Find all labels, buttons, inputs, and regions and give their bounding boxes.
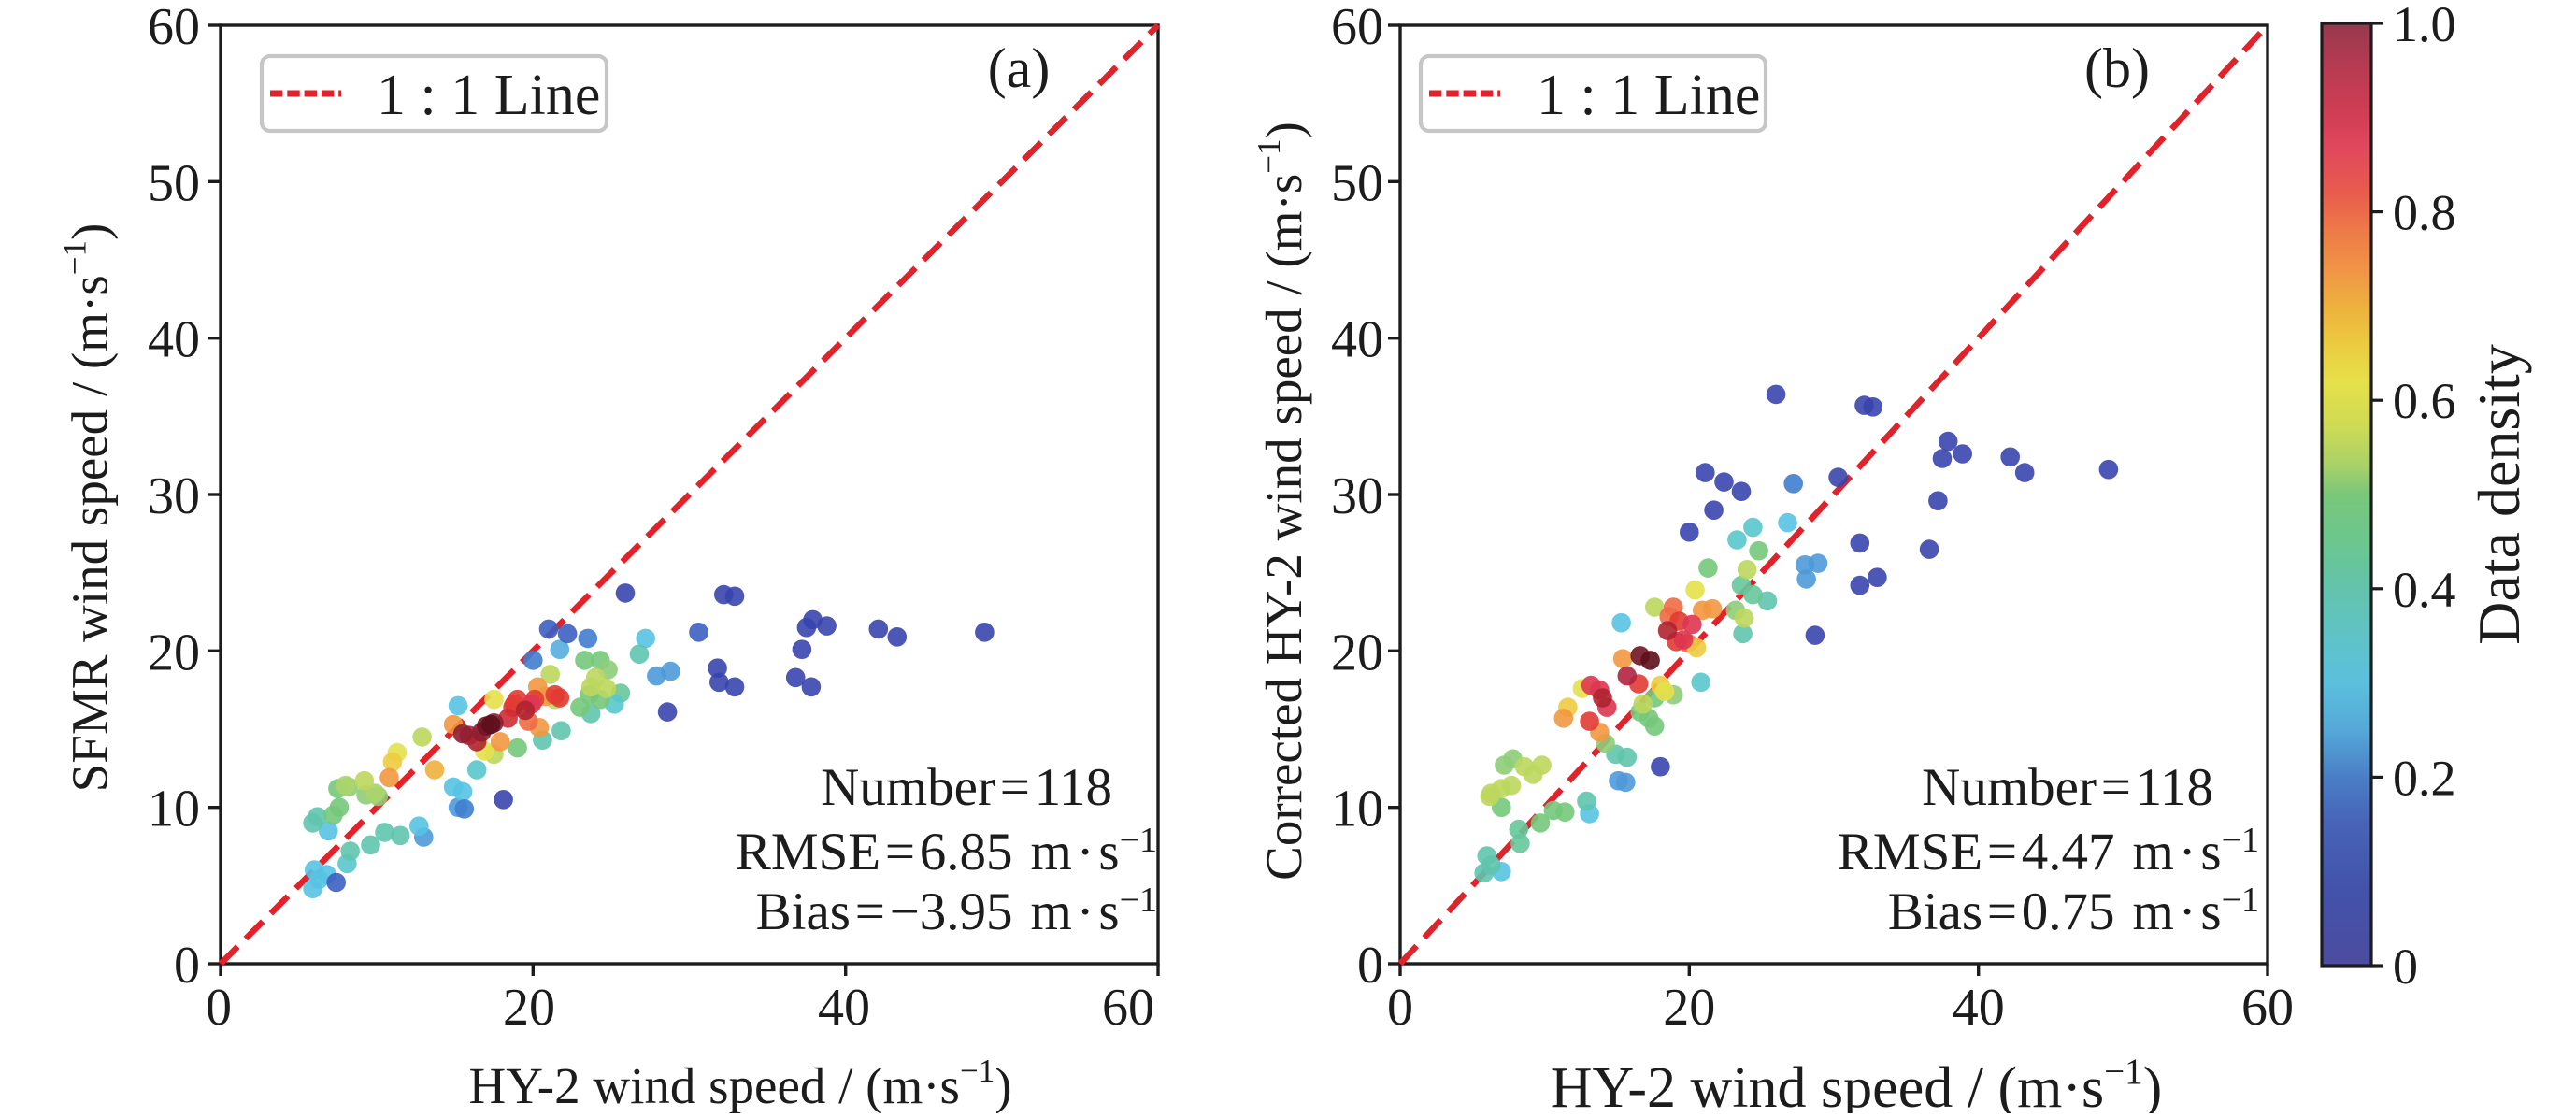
- svg-text:50: 50: [148, 154, 200, 212]
- svg-text:(a): (a): [988, 37, 1051, 99]
- svg-text:Number = 118: Number = 118: [821, 758, 1112, 817]
- svg-text:1.0: 1.0: [2393, 0, 2456, 52]
- svg-text:20: 20: [148, 624, 200, 681]
- svg-text:40: 40: [1331, 311, 1383, 369]
- svg-text:RMSE = 6.85 m · s−1: RMSE = 6.85 m · s−1: [736, 821, 1157, 882]
- svg-text:Bias = −3.95 m · s−1: Bias = −3.95 m · s−1: [756, 881, 1157, 941]
- svg-text:Corrected HY-2 wind speed / (m: Corrected HY-2 wind speed / (m·s−1): [1251, 122, 1312, 881]
- svg-text:60: 60: [2241, 979, 2294, 1037]
- svg-text:30: 30: [148, 467, 200, 525]
- svg-text:20: 20: [503, 979, 555, 1037]
- svg-text:1 : 1 Line: 1 : 1 Line: [377, 64, 600, 127]
- svg-text:60: 60: [1102, 979, 1154, 1037]
- svg-text:0: 0: [206, 979, 232, 1037]
- svg-text:Number = 118: Number = 118: [1922, 758, 2213, 817]
- svg-text:Data density: Data density: [2466, 344, 2532, 645]
- svg-text:0: 0: [1357, 937, 1383, 995]
- svg-text:0: 0: [1387, 979, 1413, 1037]
- svg-text:HY-2 wind speed / (m·s−1): HY-2 wind speed / (m·s−1): [468, 1053, 1011, 1113]
- svg-text:HY-2 wind speed / (m·s−1): HY-2 wind speed / (m·s−1): [1551, 1052, 2163, 1113]
- svg-text:60: 60: [148, 0, 200, 56]
- svg-text:SFMR wind speed / (m·s−1): SFMR wind speed / (m·s−1): [57, 223, 119, 793]
- svg-text:10: 10: [1331, 781, 1383, 838]
- svg-text:0.6: 0.6: [2393, 373, 2456, 429]
- svg-text:0.2: 0.2: [2393, 750, 2456, 806]
- svg-text:1 : 1 Line: 1 : 1 Line: [1537, 64, 1760, 127]
- svg-text:0: 0: [2393, 939, 2418, 995]
- svg-text:10: 10: [148, 781, 200, 838]
- svg-text:0.8: 0.8: [2393, 185, 2456, 241]
- svg-text:0: 0: [174, 937, 200, 995]
- svg-text:40: 40: [818, 979, 870, 1037]
- svg-text:50: 50: [1331, 154, 1383, 212]
- svg-text:60: 60: [1331, 0, 1383, 56]
- svg-text:40: 40: [1953, 979, 2005, 1037]
- svg-text:20: 20: [1331, 624, 1383, 681]
- svg-text:30: 30: [1331, 467, 1383, 525]
- svg-text:Bias = 0.75 m · s−1: Bias = 0.75 m · s−1: [1888, 881, 2259, 941]
- svg-text:(b): (b): [2084, 37, 2150, 99]
- svg-text:0.4: 0.4: [2393, 562, 2456, 618]
- svg-text:RMSE = 4.47 m · s−1: RMSE = 4.47 m · s−1: [1838, 821, 2259, 882]
- svg-text:20: 20: [1663, 979, 1715, 1037]
- svg-text:40: 40: [148, 311, 200, 369]
